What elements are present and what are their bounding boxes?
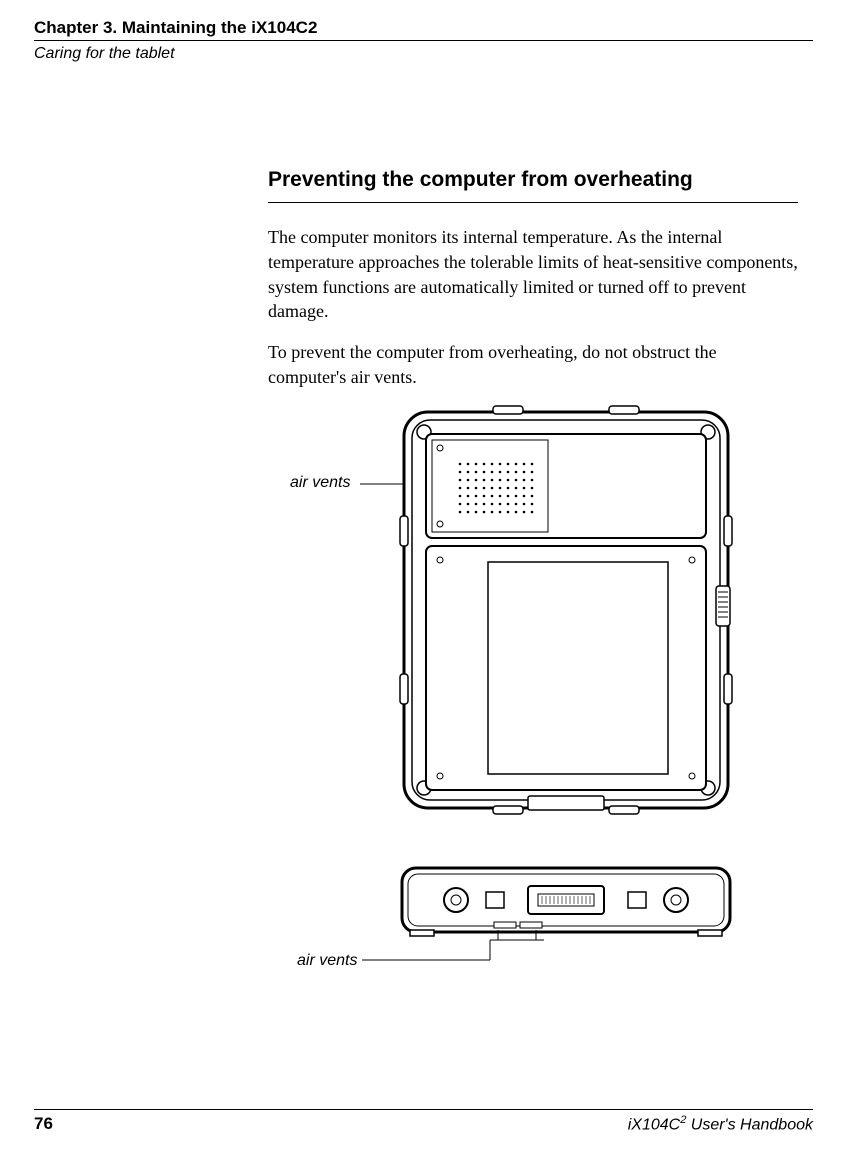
section-heading: Preventing the computer from overheating (268, 168, 798, 203)
book-title-suffix: User's Handbook (686, 1116, 813, 1133)
tablet-diagram (0, 404, 847, 964)
book-title-prefix: iX104C (628, 1116, 680, 1133)
paragraph-2: To prevent the computer from overheating… (268, 340, 798, 390)
book-title: iX104C2 User's Handbook (628, 1114, 813, 1134)
subchapter-title: Caring for the tablet (34, 45, 813, 63)
page-footer: 76 iX104C2 User's Handbook (34, 1109, 813, 1134)
air-vents-label-bottom: air vents (297, 952, 357, 970)
page-number: 76 (34, 1114, 53, 1134)
figure-area: air vents air vents (0, 404, 847, 964)
chapter-title: Chapter 3. Maintaining the iX104C2 (34, 18, 813, 41)
main-content: Preventing the computer from overheating… (268, 168, 798, 406)
air-vents-label-top: air vents (290, 474, 350, 492)
page-header: Chapter 3. Maintaining the iX104C2 Carin… (34, 18, 813, 63)
paragraph-1: The computer monitors its internal tempe… (268, 225, 798, 324)
